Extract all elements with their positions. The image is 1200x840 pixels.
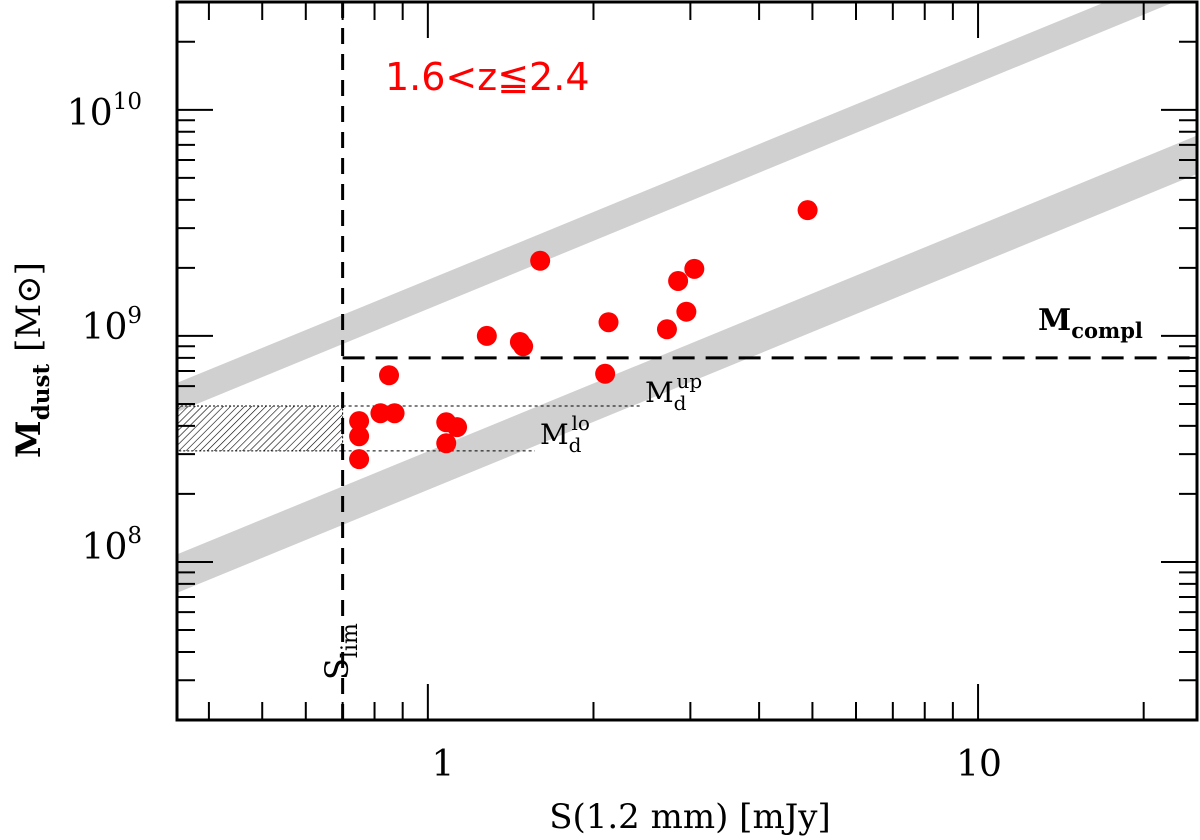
- data-point-3: [349, 449, 370, 470]
- shaded-band-1: [177, 2, 1175, 413]
- data-point-8: [436, 433, 457, 454]
- data-point-16: [656, 319, 677, 340]
- data-point-6: [384, 403, 405, 424]
- data-point-2: [349, 426, 370, 447]
- m-compl-label: Mcompl: [1038, 303, 1143, 343]
- x-tick-label-10: 10: [956, 744, 1002, 785]
- data-point-19: [684, 258, 705, 279]
- redshift-label: 1.6<z≦2.4: [385, 55, 590, 99]
- x-axis-label: S(1.2 mm) [mJy]: [549, 797, 831, 837]
- data-point-17: [668, 270, 689, 291]
- data-point-12: [513, 336, 534, 357]
- y-tick-label-1e9: 109: [82, 303, 142, 348]
- x-tick-label-1: 1: [432, 744, 455, 785]
- m-d-up-label: Mdup: [645, 369, 702, 415]
- data-point-18: [676, 301, 697, 322]
- data-point-5: [379, 365, 400, 386]
- hatched-mass-range: [176, 405, 344, 452]
- shaded-band-2: [177, 135, 1197, 593]
- y-axis-label: Mdust[M⊙]: [9, 262, 55, 458]
- data-point-10: [476, 325, 497, 346]
- data-point-15: [598, 312, 619, 333]
- s-lim-label: Slim: [318, 623, 363, 680]
- y-tick-label-1e10: 1010: [67, 89, 142, 134]
- data-point-4: [370, 403, 391, 424]
- m-d-lo-label: Mdlo: [540, 411, 590, 457]
- plot-frame: [175, 0, 1199, 722]
- data-point-13: [530, 250, 551, 271]
- data-point-1: [349, 411, 370, 432]
- data-point-20: [797, 200, 818, 221]
- data-point-14: [595, 363, 616, 384]
- data-point-9: [447, 417, 468, 438]
- y-tick-label-1e8: 108: [82, 523, 142, 568]
